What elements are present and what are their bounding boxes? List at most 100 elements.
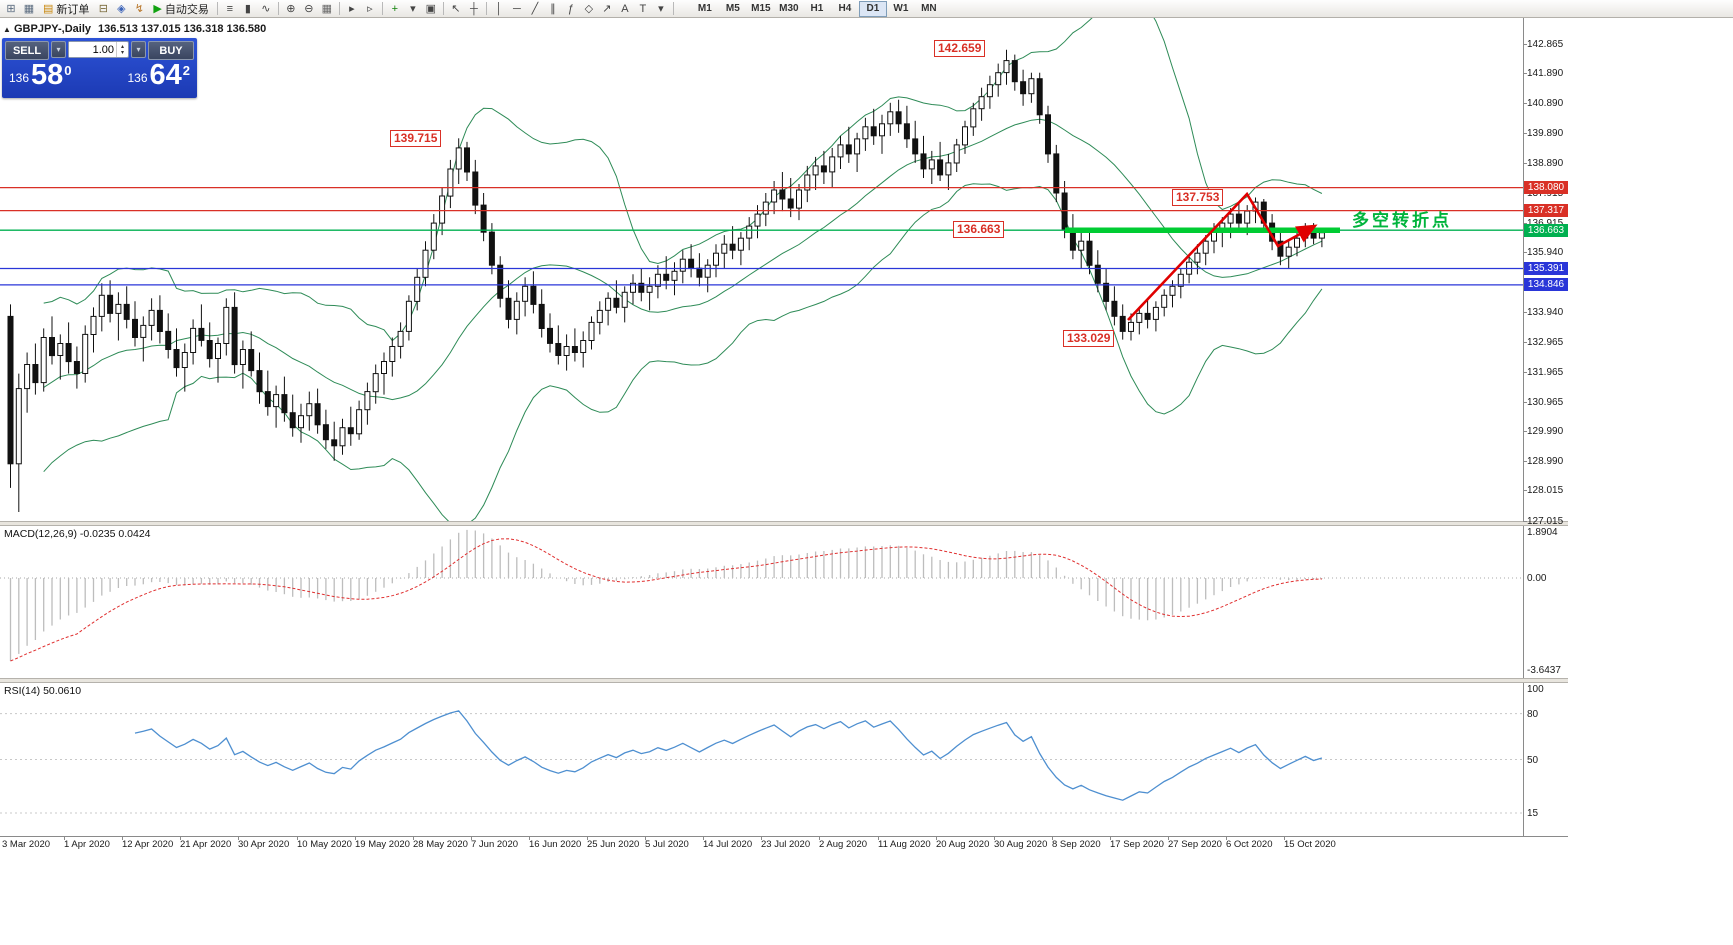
chart-shift-icon[interactable]: ▹: [361, 1, 379, 16]
spin-up-icon[interactable]: ▴: [120, 43, 124, 50]
horizontal-line-icon[interactable]: ─: [508, 1, 526, 16]
zoom-out-icon[interactable]: ⊖: [300, 1, 318, 16]
sell-dropdown-icon[interactable]: ▾: [51, 41, 66, 58]
time-axis-label[interactable]: 28 May 2020: [413, 839, 468, 850]
volume-stepper[interactable]: ▴ ▾: [116, 42, 128, 57]
timeframe-w1[interactable]: W1: [893, 3, 909, 14]
price-scale-label[interactable]: 135.940: [1527, 247, 1564, 258]
time-axis-label[interactable]: 5 Jul 2020: [645, 839, 689, 850]
time-axis-label[interactable]: 30 Aug 2020: [994, 839, 1048, 850]
time-axis-label[interactable]: 12 Apr 2020: [122, 839, 174, 850]
shapes-icon[interactable]: ◇: [580, 1, 598, 16]
chart-profiles-icon[interactable]: ▦: [20, 1, 38, 16]
price-scale-label[interactable]: 140.890: [1527, 98, 1564, 109]
time-axis-label[interactable]: 16 Jun 2020: [529, 839, 582, 850]
time-axis-label[interactable]: 17 Sep 2020: [1110, 839, 1164, 850]
price-callout-136.663[interactable]: 136.663: [953, 221, 1005, 238]
timeframe-h4[interactable]: H4: [838, 3, 852, 14]
time-axis-label[interactable]: 8 Sep 2020: [1052, 839, 1101, 850]
timeframe-m5[interactable]: M5: [725, 3, 740, 14]
sell-quote[interactable]: 136 58 0: [9, 61, 72, 90]
time-axis-label[interactable]: 6 Oct 2020: [1226, 839, 1273, 850]
time-axis-label[interactable]: 27 Sep 2020: [1168, 839, 1222, 850]
time-axis-label[interactable]: 19 May 2020: [355, 839, 410, 850]
text-label-icon[interactable]: A: [616, 1, 634, 16]
time-axis-label[interactable]: 21 Apr 2020: [180, 839, 232, 850]
price-scale-label[interactable]: 128.990: [1527, 456, 1564, 467]
price-scale-label[interactable]: 139.890: [1527, 128, 1564, 139]
time-axis-label[interactable]: 2 Aug 2020: [819, 839, 868, 850]
trend-arrow[interactable]: [1127, 191, 1318, 321]
timeframe-h1[interactable]: H1: [810, 3, 824, 14]
price-scale-label[interactable]: 142.865: [1527, 39, 1564, 50]
time-axis-label[interactable]: 7 Jun 2020: [471, 839, 519, 850]
price-scale-label[interactable]: 136.915: [1527, 218, 1569, 229]
templates-icon[interactable]: ▣: [422, 1, 440, 16]
metaeditor-icon[interactable]: ↯: [130, 1, 148, 16]
bar-chart-icon[interactable]: ≡: [221, 1, 239, 16]
time-axis-label[interactable]: 3 Mar 2020: [2, 839, 51, 850]
price-callout-137.753[interactable]: 137.753: [1172, 189, 1224, 206]
horizontal-line-objects[interactable]: [0, 186, 1523, 286]
fibonacci-icon[interactable]: ƒ: [562, 1, 580, 16]
time-axis-label[interactable]: 20 Aug 2020: [936, 839, 990, 850]
price-scale-label[interactable]: 138.890: [1527, 158, 1564, 169]
turning-point-annotation[interactable]: 多空转折点: [1352, 211, 1452, 230]
add-indicator-icon[interactable]: +: [386, 1, 404, 16]
zoom-in-icon[interactable]: ⊕: [282, 1, 300, 16]
buy-quote[interactable]: 136 64 2: [127, 61, 190, 90]
text-icon[interactable]: T: [634, 1, 652, 16]
spin-down-icon[interactable]: ▾: [120, 49, 124, 56]
grid-icon[interactable]: ▦: [318, 1, 336, 16]
equidistant-channel-icon[interactable]: ∥: [544, 1, 562, 16]
new-chart-icon[interactable]: ⊞: [2, 1, 20, 16]
price-scale-label[interactable]: 129.990: [1527, 426, 1564, 437]
pane-splitter[interactable]: [0, 521, 1568, 526]
time-axis-label[interactable]: 1 Apr 2020: [64, 839, 110, 850]
timeframe-d1[interactable]: D1: [858, 0, 887, 17]
pane-splitter[interactable]: [0, 678, 1568, 683]
price-scale-label[interactable]: 141.890: [1527, 68, 1564, 79]
terminal-icon[interactable]: ⊟: [94, 1, 112, 16]
timeframe-m15[interactable]: M15: [751, 3, 771, 14]
timeframe-m1[interactable]: M1: [697, 3, 712, 14]
arrows-icon[interactable]: ↗: [598, 1, 616, 16]
timeframe-m30[interactable]: M30: [779, 3, 799, 14]
objects-dropdown-icon[interactable]: ▾: [652, 1, 670, 16]
price-chart-canvas[interactable]: [0, 17, 1523, 521]
price-callout-139.715[interactable]: 139.715: [390, 130, 442, 147]
strategy-tester-icon[interactable]: ◈: [112, 1, 130, 16]
crosshair-icon[interactable]: ┼: [465, 1, 483, 16]
cursor-icon[interactable]: ↖: [447, 1, 465, 16]
trendline-icon[interactable]: ╱: [526, 1, 544, 16]
macd-pane-canvas[interactable]: [0, 526, 1523, 678]
price-scale-label[interactable]: 133.940: [1527, 307, 1564, 318]
price-scale-label[interactable]: 130.965: [1527, 397, 1564, 408]
vertical-line-icon[interactable]: │: [490, 1, 508, 16]
price-scale-label[interactable]: 128.015: [1527, 485, 1564, 496]
candlestick-chart-icon[interactable]: ▮: [239, 1, 257, 16]
price-scale-label[interactable]: 131.965: [1527, 367, 1564, 378]
one-click-panel-toggle-icon[interactable]: ▲: [3, 25, 11, 34]
buy-button[interactable]: BUY: [148, 41, 194, 60]
auto-trading-button[interactable]: ▶ 自动交易: [148, 1, 213, 16]
time-axis-label[interactable]: 25 Jun 2020: [587, 839, 640, 850]
price-scale-label[interactable]: 127.015: [1527, 516, 1564, 527]
time-axis-label[interactable]: 23 Jul 2020: [761, 839, 811, 850]
indicators-dropdown-icon[interactable]: ▾: [404, 1, 422, 16]
time-axis-label[interactable]: 15 Oct 2020: [1284, 839, 1336, 850]
volume-input[interactable]: [69, 42, 116, 57]
price-scale-label[interactable]: 132.965: [1527, 337, 1564, 348]
new-order-button[interactable]: ▤ 新订单: [38, 1, 94, 16]
time-axis-label[interactable]: 30 Apr 2020: [238, 839, 290, 850]
line-chart-icon[interactable]: ∿: [257, 1, 275, 16]
rsi-pane-canvas[interactable]: [0, 683, 1523, 836]
time-axis-label[interactable]: 10 May 2020: [297, 839, 352, 850]
auto-scroll-icon[interactable]: ▸: [343, 1, 361, 16]
price-callout-142.659[interactable]: 142.659: [934, 40, 986, 57]
sell-button[interactable]: SELL: [5, 41, 49, 60]
time-axis-label[interactable]: 11 Aug 2020: [878, 839, 931, 850]
price-callout-133.029[interactable]: 133.029: [1063, 330, 1115, 347]
timeframe-mn[interactable]: MN: [921, 3, 937, 14]
buy-dropdown-icon[interactable]: ▾: [131, 41, 146, 58]
